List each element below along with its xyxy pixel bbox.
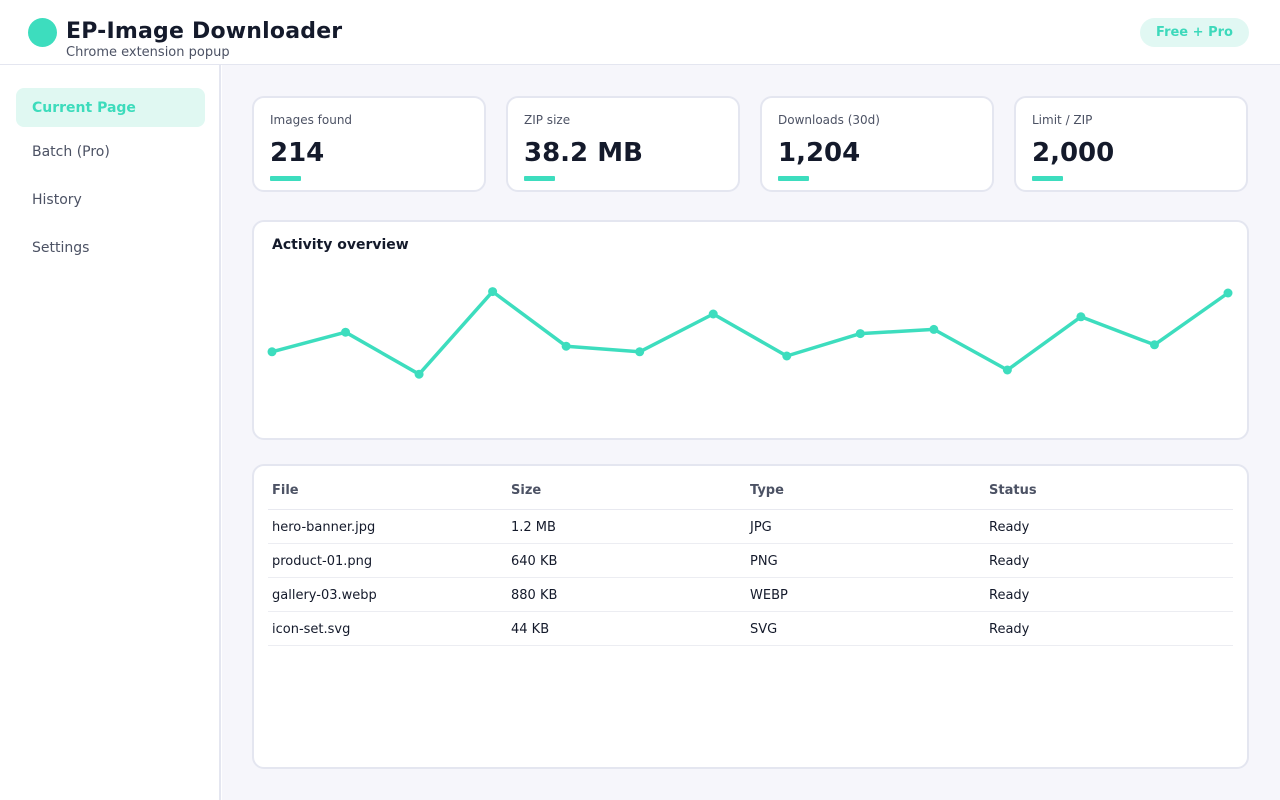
stat-card-downloads: Downloads (30d) 1,204 (760, 96, 994, 192)
activity-point[interactable] (782, 351, 792, 361)
column-header-file[interactable]: File (272, 483, 299, 498)
stat-value: 1,204 (778, 138, 861, 168)
table-row[interactable]: gallery-03.webp 880 KB WEBP Ready (268, 578, 1233, 612)
stat-accent-bar (270, 176, 301, 181)
activity-point[interactable] (341, 327, 351, 337)
stat-accent-bar (1032, 176, 1063, 181)
table-row[interactable]: product-01.png 640 KB PNG Ready (268, 544, 1233, 578)
stat-accent-bar (778, 176, 809, 181)
table-header-row: File Size Type Status (268, 466, 1233, 510)
activity-point[interactable] (488, 287, 498, 297)
activity-chart (267, 287, 1233, 379)
activity-point[interactable] (1002, 365, 1012, 375)
app-logo-icon (28, 18, 57, 47)
stat-card-limit-zip: Limit / ZIP 2,000 (1014, 96, 1248, 192)
file-status-cell: Ready (989, 554, 1030, 569)
sidebar-item-history[interactable]: History (32, 191, 82, 208)
activity-point[interactable] (1149, 340, 1159, 350)
stat-value: 214 (270, 138, 325, 168)
file-name-cell: gallery-03.webp (272, 588, 377, 603)
activity-point[interactable] (635, 347, 645, 357)
stat-value: 2,000 (1032, 138, 1115, 168)
activity-point[interactable] (1223, 288, 1233, 298)
column-header-status[interactable]: Status (989, 483, 1037, 498)
column-header-size[interactable]: Size (511, 483, 542, 498)
stat-card-zip-size: ZIP size 38.2 MB (506, 96, 740, 192)
file-status-cell: Ready (989, 588, 1030, 603)
file-status-cell: Ready (989, 622, 1030, 637)
activity-line (271, 289, 1230, 376)
activity-point[interactable] (561, 341, 571, 351)
activity-point[interactable] (414, 369, 424, 379)
file-type-cell: SVG (750, 622, 778, 637)
files-table-card: File Size Type Status hero-banner.jpg 1.… (252, 464, 1249, 769)
stat-accent-bar (524, 176, 555, 181)
stat-label: ZIP size (524, 113, 571, 127)
stat-value: 38.2 MB (524, 138, 643, 168)
file-size-cell: 640 KB (511, 554, 558, 569)
table-row[interactable]: hero-banner.jpg 1.2 MB JPG Ready (268, 510, 1233, 544)
sidebar-nav: Current Page Batch (Pro) History Setting… (0, 65, 221, 800)
file-name-cell: hero-banner.jpg (272, 520, 376, 535)
plan-badge[interactable]: Free + Pro (1140, 18, 1249, 47)
chart-title: Activity overview (272, 237, 409, 253)
file-status-cell: Ready (989, 520, 1030, 535)
sidebar-item-settings[interactable]: Settings (32, 239, 90, 256)
file-size-cell: 1.2 MB (511, 520, 556, 535)
stat-label: Images found (270, 113, 353, 127)
stat-card-images-found: Images found 214 (252, 96, 486, 192)
activity-point[interactable] (855, 329, 865, 339)
activity-point[interactable] (1076, 312, 1086, 322)
stat-label: Downloads (30d) (778, 113, 880, 127)
activity-point[interactable] (708, 309, 718, 319)
sidebar-item-current-page[interactable]: Current Page (16, 88, 205, 127)
table-row[interactable]: icon-set.svg 44 KB SVG Ready (268, 612, 1233, 646)
column-header-type[interactable]: Type (750, 483, 784, 498)
file-name-cell: icon-set.svg (272, 622, 351, 637)
file-type-cell: WEBP (750, 588, 788, 603)
file-size-cell: 880 KB (511, 588, 558, 603)
file-type-cell: PNG (750, 554, 778, 569)
sidebar-item-batch[interactable]: Batch (Pro) (32, 143, 110, 160)
app-subtitle: Chrome extension popup (66, 45, 230, 60)
activity-point[interactable] (929, 324, 939, 334)
activity-chart-card: Activity overview (252, 220, 1249, 440)
stat-label: Limit / ZIP (1032, 113, 1093, 127)
file-type-cell: JPG (750, 520, 772, 535)
app-title: EP-Image Downloader (66, 19, 343, 44)
file-size-cell: 44 KB (511, 622, 550, 637)
activity-point[interactable] (267, 347, 277, 357)
app-header: EP-Image Downloader Chrome extension pop… (0, 0, 1280, 65)
file-name-cell: product-01.png (272, 554, 373, 569)
main-content: Images found 214 ZIP size 38.2 MB Downlo… (222, 65, 1280, 800)
